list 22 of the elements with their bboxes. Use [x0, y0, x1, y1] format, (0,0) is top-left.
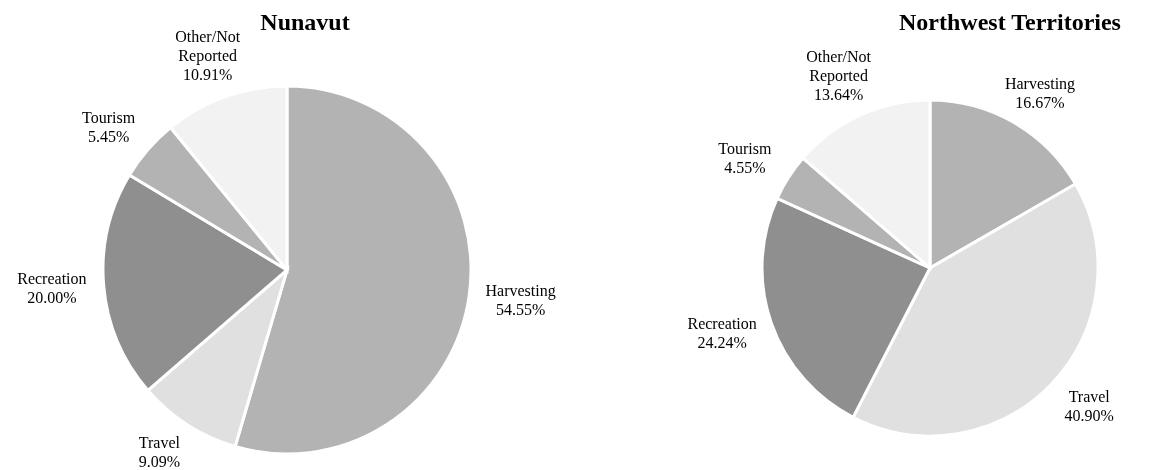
slice-label: Recreation — [17, 269, 87, 287]
data-label: 40.90% — [1064, 406, 1114, 424]
slice-label: Travel — [1068, 387, 1111, 405]
chart-title: Northwest Territories — [899, 9, 1121, 35]
data-label: 16.67% — [1015, 93, 1065, 111]
slice-label: Recreation — [687, 314, 757, 332]
data-label: 4.55% — [724, 159, 766, 177]
data-label: 24.24% — [697, 333, 747, 351]
slice-label: Harvesting — [485, 281, 556, 300]
slice-label: Harvesting — [1004, 74, 1076, 93]
data-label: 10.91% — [183, 66, 233, 84]
data-label: 20.00% — [27, 288, 77, 306]
data-label: 13.64% — [813, 86, 864, 104]
data-label: 54.55% — [495, 300, 546, 318]
slice-label: Tourism — [82, 108, 136, 126]
slice-label: Other/Not Reported — [806, 48, 872, 86]
chart-title: Nunavut — [260, 9, 350, 35]
data-label: 9.09% — [138, 452, 181, 470]
slice-label: Tourism — [718, 140, 772, 158]
slice-label: Other/Not Reported — [175, 28, 241, 66]
data-label: 5.45% — [87, 127, 130, 145]
slice-label: Travel — [138, 433, 181, 451]
